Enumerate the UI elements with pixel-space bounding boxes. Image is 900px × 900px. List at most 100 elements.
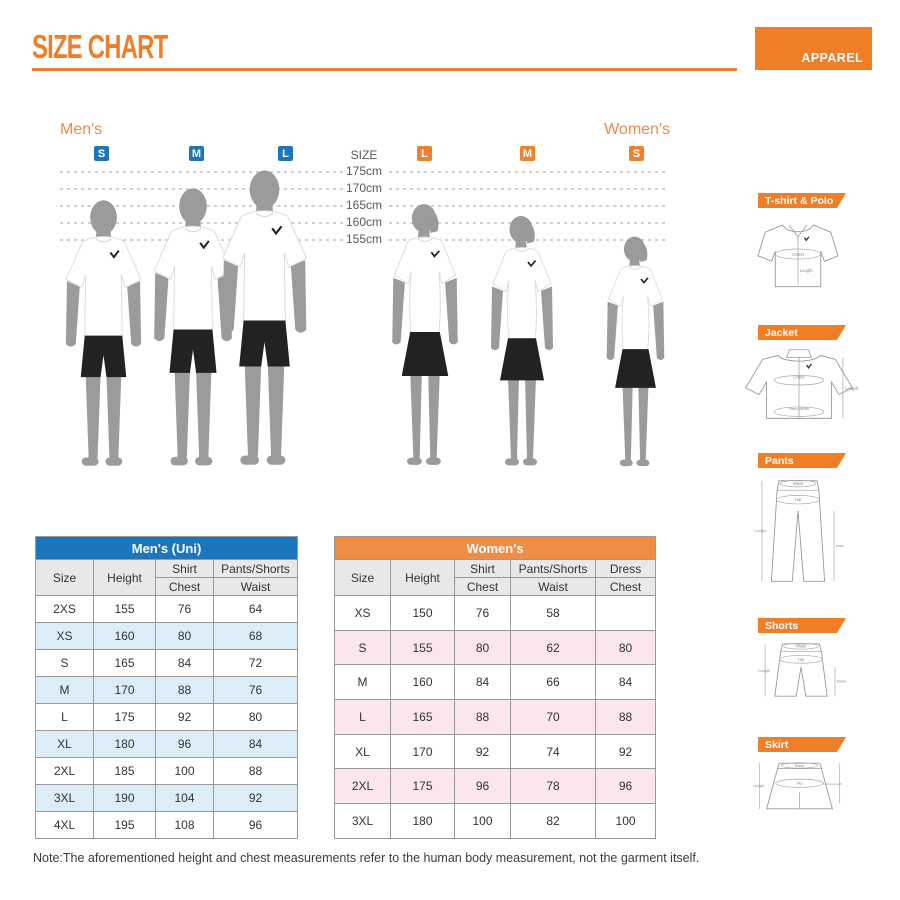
tshirt-polo-diagram: Chest Length [752, 214, 844, 294]
table-cell: L [35, 703, 94, 731]
table-cell: 88 [212, 757, 299, 785]
table-cell: 84 [155, 649, 214, 677]
victor-logo-icon [430, 250, 441, 258]
mens-table-title: Men's (Uni) [34, 536, 299, 560]
scale-line-170-left [60, 188, 343, 190]
table-cell: 170 [390, 733, 455, 770]
table-row: 4XL 195 108 96 [35, 811, 299, 839]
table-cell: 76 [454, 595, 511, 631]
table-row: 2XL 185 100 88 [35, 757, 299, 785]
table-row: M 160 84 66 84 [334, 664, 657, 701]
scale-size-label: SIZE [350, 148, 378, 162]
svg-text:Chest: Chest [792, 252, 805, 257]
svg-text:Length: Length [845, 386, 859, 391]
table-cell: L [334, 699, 391, 735]
table-row: XL 180 96 84 [35, 730, 299, 758]
scale-line-165-right [389, 205, 668, 207]
mens-label: Men's [60, 121, 103, 138]
table-row: L 165 88 70 88 [334, 699, 657, 735]
table-cell: 185 [93, 757, 156, 785]
table-cell: 64 [212, 595, 299, 623]
table-cell: 62 [510, 629, 596, 666]
table-cell: 180 [93, 730, 156, 758]
table-cell: 170 [93, 676, 156, 704]
victor-logo-icon [109, 250, 120, 259]
table-cell: 80 [454, 629, 511, 666]
figure-mens-l [222, 170, 307, 465]
table-cell: 3XL [334, 803, 391, 839]
scale-tick-170: 170cm [345, 181, 383, 195]
banner-jacket: Jacket [758, 325, 846, 340]
figure-womens-m [491, 215, 553, 466]
svg-text:Waist: Waist [796, 644, 807, 649]
table-cell: 175 [390, 768, 455, 805]
table-cell: 2XS [35, 595, 94, 623]
table-cell: 88 [155, 676, 214, 704]
table-cell: 66 [510, 664, 596, 701]
svg-text:Length: Length [753, 784, 764, 788]
col-header-pants: Pants/Shorts [510, 559, 596, 578]
victor-logo-icon [199, 240, 210, 250]
scale-line-170-right [389, 188, 668, 190]
table-cell: 180 [390, 803, 455, 839]
table-cell: 84 [212, 730, 299, 758]
table-cell: XS [35, 622, 94, 650]
scale-line-175-left [60, 171, 343, 173]
col-header-waist: Waist [212, 577, 299, 596]
mens-size-badge-s: S [94, 146, 109, 161]
table-cell: 155 [93, 595, 156, 623]
figure-womens-l [392, 204, 458, 465]
col-header-height: Height [93, 559, 156, 596]
victor-logo-icon [271, 225, 283, 236]
table-cell: XL [35, 730, 94, 758]
svg-text:Lining Length: Lining Length [823, 782, 842, 786]
table-cell: 165 [390, 699, 455, 735]
svg-text:Length: Length [800, 268, 813, 273]
table-cell: 2XL [35, 757, 94, 785]
table-cell [594, 595, 657, 631]
table-row: S 165 84 72 [35, 649, 299, 677]
scale-tick-175: 175cm [345, 164, 383, 178]
table-cell: 88 [454, 699, 511, 735]
table-cell: M [35, 676, 94, 704]
col-header-shirt: Shirt [454, 559, 511, 578]
womens-table-title: Women's [333, 536, 657, 560]
victor-logo-icon [807, 364, 812, 368]
figure-mens-s [65, 200, 142, 466]
mens-size-badge-m: M [189, 146, 204, 161]
table-cell: 84 [454, 664, 511, 701]
table-cell: 100 [594, 803, 657, 839]
table-cell: 82 [510, 803, 596, 839]
table-row: 2XS 155 76 64 [35, 595, 299, 623]
footnote: Note:The aforementioned height and chest… [33, 851, 700, 865]
table-cell: 175 [93, 703, 156, 731]
col-header-size: Size [334, 559, 391, 596]
table-cell: 76 [155, 595, 214, 623]
womens-size-table: Women's Size Height Shirt Pants/Shorts D… [333, 536, 657, 839]
banner-skirt: Skirt [758, 737, 846, 752]
mens-size-badge-l: L [278, 146, 293, 161]
col-header-pants: Pants/Shorts [212, 559, 299, 578]
table-cell: 80 [594, 629, 657, 666]
col-header-waist: Waist [510, 577, 596, 596]
table-cell: 68 [212, 622, 299, 650]
victor-logo-icon [804, 237, 809, 241]
table-cell: 195 [93, 811, 156, 839]
col-header-chest: Chest [155, 577, 214, 596]
svg-text:Length: Length [754, 528, 766, 533]
svg-text:Hem Width: Hem Width [789, 406, 809, 411]
table-cell: 4XL [35, 811, 94, 839]
table-cell: S [334, 629, 391, 666]
skirt-diagram: Waist Hip Length Lining Length [753, 757, 842, 815]
victor-logo-icon [640, 277, 649, 284]
table-row: S 155 80 62 80 [334, 629, 657, 666]
apparel-tag: APPAREL [755, 27, 872, 70]
table-cell: 165 [93, 649, 156, 677]
womens-size-badge-s: S [629, 146, 644, 161]
victor-logo-icon [527, 260, 537, 268]
scale-tick-155: 155cm [345, 232, 383, 246]
mens-size-table: Men's (Uni) Size Height Shirt Pants/Shor… [34, 536, 299, 839]
svg-text:Chest: Chest [793, 374, 805, 379]
col-header-chest: Chest [454, 577, 511, 596]
